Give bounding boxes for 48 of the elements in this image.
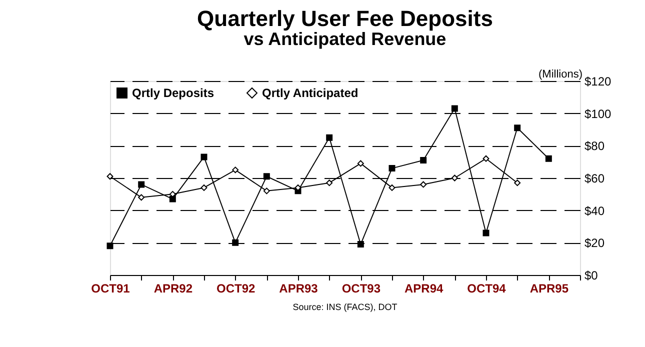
legend-label: Qrtly Deposits xyxy=(132,86,214,100)
point xyxy=(106,173,114,180)
point xyxy=(200,154,208,160)
point xyxy=(420,181,427,188)
chart-title: Quarterly User Fee Deposits xyxy=(197,6,493,31)
point xyxy=(388,165,396,172)
x-tick-label: OCT93 xyxy=(342,282,381,296)
point xyxy=(514,124,521,132)
source-note: Source: INS (FACS), DOT xyxy=(292,302,398,312)
point xyxy=(482,230,490,236)
point xyxy=(482,155,490,162)
point xyxy=(545,155,552,162)
x-tick-label: APR92 xyxy=(154,282,193,296)
point xyxy=(420,156,427,164)
point xyxy=(169,196,176,202)
x-tick-label: OCT94 xyxy=(467,282,506,296)
y-tick-label: $100 xyxy=(584,106,612,121)
point xyxy=(357,241,364,248)
point xyxy=(200,184,208,191)
y-tick-label: $120 xyxy=(584,74,612,88)
point xyxy=(451,105,458,112)
y-tick-label: $0 xyxy=(584,268,598,282)
point xyxy=(138,181,145,188)
x-tick-label: APR93 xyxy=(279,282,318,296)
legend-label: Qrtly Anticipated xyxy=(262,86,358,100)
point xyxy=(357,160,364,167)
y-tick-label: $60 xyxy=(584,172,605,186)
point xyxy=(169,190,176,198)
point xyxy=(326,134,333,141)
point xyxy=(138,194,145,201)
y-tick-label: $80 xyxy=(584,139,605,154)
point xyxy=(263,188,270,194)
point xyxy=(514,180,521,186)
x-tick-label: APR94 xyxy=(404,282,444,296)
point xyxy=(388,184,396,191)
point xyxy=(263,173,270,180)
point xyxy=(232,166,239,174)
point xyxy=(106,242,114,250)
point xyxy=(232,239,239,246)
x-tick-label: OCT91 xyxy=(91,282,130,296)
point xyxy=(451,174,458,182)
point xyxy=(326,180,333,186)
x-tick-label: OCT92 xyxy=(216,282,256,296)
x-tick-label: APR95 xyxy=(530,282,569,296)
y-tick-label: $40 xyxy=(584,204,605,218)
point xyxy=(294,184,302,191)
y-tick-label: $20 xyxy=(584,236,605,250)
y-axis-title: (Millions) xyxy=(538,68,582,80)
